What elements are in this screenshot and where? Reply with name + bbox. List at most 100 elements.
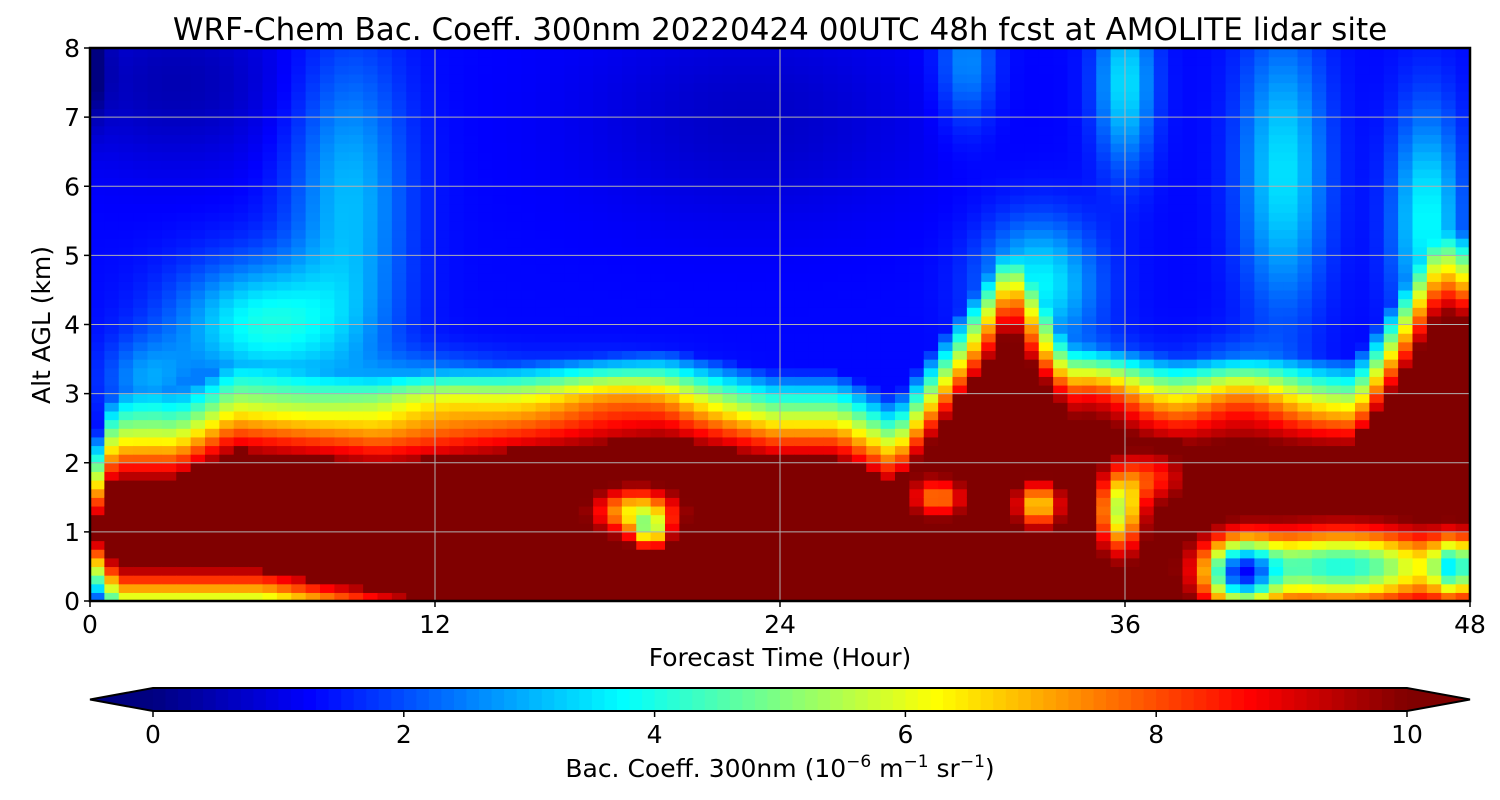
heatmap-cell bbox=[1153, 177, 1169, 187]
heatmap-cell bbox=[492, 143, 508, 153]
heatmap-cell bbox=[391, 73, 407, 84]
heatmap-cell bbox=[1211, 575, 1227, 585]
heatmap-cell bbox=[205, 56, 220, 66]
heatmap-cell bbox=[478, 194, 494, 205]
heatmap-cell bbox=[1081, 592, 1097, 601]
heatmap-cell bbox=[506, 514, 522, 524]
heatmap-cell bbox=[449, 238, 465, 248]
heatmap-cell bbox=[1139, 307, 1155, 317]
heatmap-cell bbox=[1053, 194, 1069, 205]
heatmap-cell bbox=[765, 514, 781, 524]
heatmap-cell bbox=[837, 203, 853, 213]
heatmap-cell bbox=[1010, 419, 1025, 429]
heatmap-cell bbox=[1038, 264, 1054, 274]
heatmap-cell bbox=[708, 488, 724, 498]
heatmap-cell bbox=[1139, 264, 1155, 274]
heatmap-cell bbox=[133, 324, 149, 334]
heatmap-cell bbox=[492, 65, 508, 75]
heatmap-cell bbox=[952, 480, 968, 490]
heatmap-cell bbox=[118, 246, 134, 256]
heatmap-cell bbox=[435, 454, 450, 464]
heatmap-cell bbox=[276, 99, 292, 110]
heatmap-cell bbox=[334, 333, 350, 343]
heatmap-cell bbox=[1125, 445, 1140, 455]
heatmap-cell bbox=[320, 350, 335, 360]
heatmap-cell bbox=[305, 367, 321, 377]
heatmap-cell bbox=[736, 566, 752, 576]
heatmap-cell bbox=[966, 91, 982, 101]
heatmap-cell bbox=[866, 281, 882, 291]
heatmap-cell bbox=[1110, 246, 1126, 256]
heatmap-cell bbox=[550, 91, 565, 101]
heatmap-cell bbox=[1110, 220, 1126, 231]
heatmap-cell bbox=[435, 186, 450, 196]
heatmap-cell bbox=[506, 350, 522, 360]
heatmap-cell bbox=[276, 272, 292, 282]
heatmap-cell bbox=[593, 324, 609, 334]
heatmap-cell bbox=[1081, 350, 1097, 360]
heatmap-cell bbox=[190, 549, 206, 559]
heatmap-cell bbox=[377, 419, 393, 429]
heatmap-cell bbox=[262, 393, 278, 403]
heatmap-cell bbox=[736, 82, 752, 92]
heatmap-cell bbox=[478, 255, 494, 265]
heatmap-cell bbox=[276, 315, 292, 326]
heatmap-cell bbox=[1081, 272, 1097, 282]
heatmap-cell bbox=[391, 583, 407, 593]
heatmap-cell bbox=[1053, 557, 1069, 568]
heatmap-cell bbox=[248, 341, 264, 352]
heatmap-cell bbox=[909, 108, 925, 118]
heatmap-cell bbox=[966, 410, 982, 421]
heatmap-cell bbox=[1153, 194, 1169, 205]
heatmap-cell bbox=[722, 376, 738, 386]
heatmap-cell bbox=[952, 376, 968, 386]
heatmap-cell bbox=[334, 488, 350, 498]
heatmap-cell bbox=[161, 108, 177, 118]
heatmap-cell bbox=[1139, 246, 1155, 256]
heatmap-cell bbox=[305, 160, 321, 170]
heatmap-cell bbox=[104, 480, 120, 490]
heatmap-cell bbox=[377, 91, 393, 101]
heatmap-cell bbox=[291, 333, 307, 343]
heatmap-cell bbox=[1182, 549, 1198, 559]
heatmap-cell bbox=[837, 462, 853, 472]
heatmap-cell bbox=[305, 333, 321, 343]
heatmap-cell bbox=[880, 410, 896, 421]
heatmap-cell bbox=[104, 454, 120, 464]
heatmap-cell bbox=[708, 566, 724, 576]
heatmap-cell bbox=[248, 324, 264, 334]
heatmap-cell bbox=[363, 281, 379, 291]
heatmap-cell bbox=[521, 436, 537, 447]
heatmap-cell bbox=[722, 82, 738, 92]
heatmap-cell bbox=[161, 203, 177, 213]
heatmap-cell bbox=[377, 289, 393, 300]
heatmap-cell bbox=[995, 108, 1011, 118]
heatmap-cell bbox=[550, 557, 565, 568]
heatmap-cell bbox=[780, 186, 795, 196]
heatmap-cell bbox=[607, 462, 623, 472]
heatmap-cell bbox=[1110, 272, 1126, 282]
heatmap-cell bbox=[118, 134, 134, 144]
heatmap-cell bbox=[320, 549, 335, 559]
heatmap-cell bbox=[550, 212, 565, 222]
heatmap-cell bbox=[621, 220, 637, 231]
heatmap-cell bbox=[1067, 462, 1083, 472]
heatmap-cell bbox=[320, 168, 335, 179]
heatmap-cell bbox=[305, 220, 321, 231]
heatmap-cell bbox=[693, 73, 709, 84]
heatmap-cell bbox=[291, 203, 307, 213]
heatmap-cell bbox=[636, 376, 652, 386]
heatmap-cell bbox=[866, 246, 882, 256]
heatmap-cell bbox=[880, 194, 896, 205]
heatmap-cell bbox=[406, 531, 422, 542]
heatmap-cell bbox=[233, 540, 249, 550]
heatmap-cell bbox=[233, 583, 249, 593]
heatmap-cell bbox=[1081, 480, 1097, 490]
heatmap-cell bbox=[995, 99, 1011, 110]
heatmap-cell bbox=[506, 324, 522, 334]
heatmap-cell bbox=[1139, 514, 1155, 524]
heatmap-cell bbox=[564, 333, 580, 343]
heatmap-cell bbox=[406, 402, 422, 412]
heatmap-cell bbox=[693, 592, 709, 601]
heatmap-cell bbox=[665, 592, 680, 601]
